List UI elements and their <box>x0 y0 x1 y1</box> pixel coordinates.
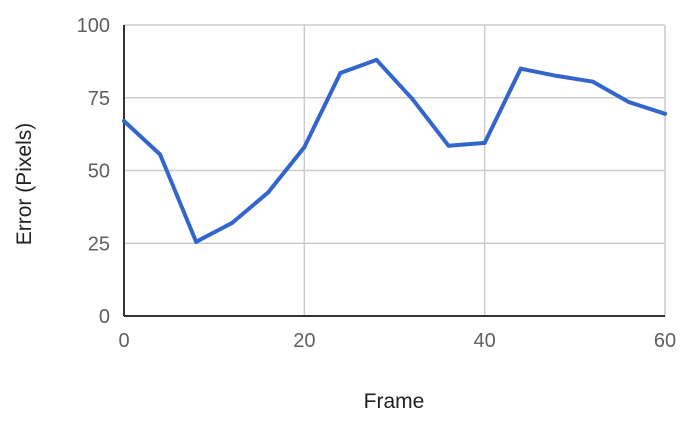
data-point <box>158 152 163 157</box>
data-point <box>410 97 415 102</box>
x-tick-label: 20 <box>293 330 315 352</box>
x-tick-label: 60 <box>654 330 676 352</box>
data-point <box>338 71 343 76</box>
grid-lines <box>124 24 666 316</box>
x-axis-title: Frame <box>364 390 425 413</box>
series-layer <box>122 57 667 244</box>
data-point <box>374 57 379 62</box>
data-point <box>446 143 451 148</box>
data-point <box>122 119 126 124</box>
data-point <box>266 190 271 195</box>
y-tick-label: 100 <box>77 15 110 37</box>
y-axis-title: Error (Pixels) <box>13 123 36 246</box>
y-tick-label: 75 <box>88 88 110 110</box>
data-point <box>554 73 559 78</box>
series-line <box>122 57 667 244</box>
data-point <box>518 66 523 71</box>
data-point <box>302 145 307 150</box>
data-point <box>626 100 631 105</box>
y-tick-label: 25 <box>88 233 110 255</box>
data-point <box>663 111 667 116</box>
data-point <box>230 220 235 225</box>
data-point <box>590 79 595 84</box>
x-tick-label: 40 <box>474 330 496 352</box>
y-tick-label: 0 <box>99 306 110 328</box>
x-tick-labels: 0 20 40 60 <box>118 330 676 352</box>
y-tick-label: 50 <box>88 161 110 183</box>
axes <box>123 25 665 317</box>
data-point <box>482 140 487 145</box>
data-point <box>194 239 199 244</box>
y-tick-labels: 0 25 50 75 100 <box>77 15 110 328</box>
x-tick-label: 0 <box>118 330 129 352</box>
